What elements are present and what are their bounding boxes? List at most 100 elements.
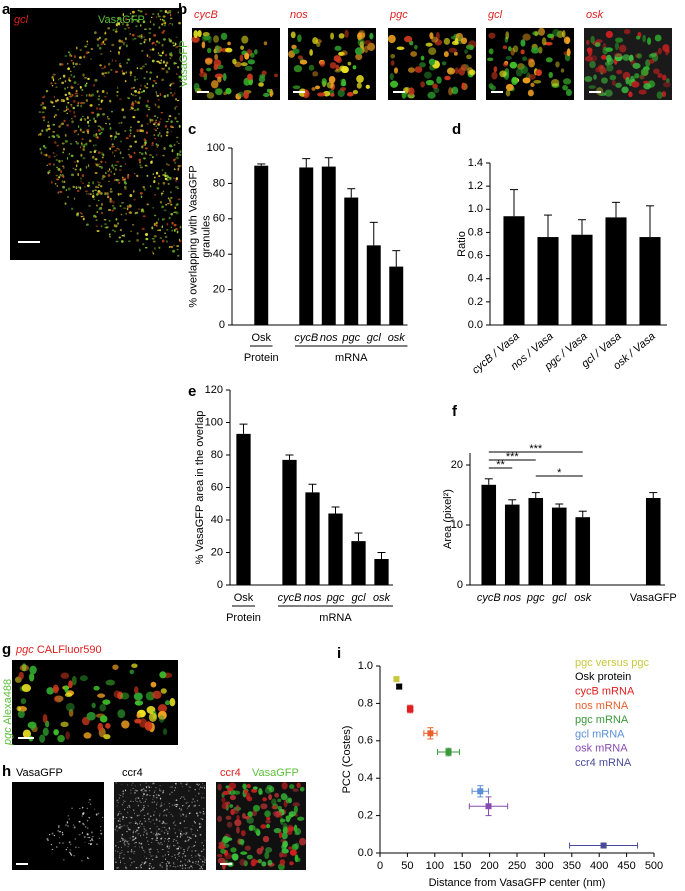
speckle bbox=[121, 108, 125, 112]
speckle bbox=[157, 134, 160, 137]
speckle bbox=[131, 663, 138, 669]
speckle bbox=[53, 695, 63, 703]
speckle bbox=[164, 10, 168, 14]
speckle bbox=[175, 136, 179, 139]
speckle bbox=[545, 57, 553, 63]
speckle bbox=[144, 246, 148, 249]
speckle bbox=[173, 143, 176, 147]
speckle bbox=[177, 853, 180, 855]
speckle bbox=[40, 151, 43, 155]
speckle bbox=[145, 782, 147, 784]
speckle bbox=[186, 782, 189, 784]
speckle bbox=[153, 34, 157, 37]
speckle bbox=[29, 721, 36, 731]
speckle bbox=[407, 67, 415, 73]
speckle bbox=[199, 786, 202, 788]
speckle bbox=[88, 799, 91, 801]
speckle bbox=[64, 93, 68, 96]
speckle bbox=[86, 184, 90, 188]
speckle bbox=[129, 669, 135, 675]
speckle bbox=[50, 180, 53, 184]
image-label: VasaGFP bbox=[98, 14, 145, 26]
image-label: gcl bbox=[14, 14, 29, 26]
speckle bbox=[148, 849, 150, 852]
speckle bbox=[156, 60, 160, 63]
speckle bbox=[648, 59, 655, 64]
speckle bbox=[198, 865, 201, 867]
speckle bbox=[76, 164, 78, 168]
speckle bbox=[86, 43, 89, 46]
speckle bbox=[174, 824, 177, 826]
speckle bbox=[147, 804, 149, 807]
speckle bbox=[134, 19, 137, 22]
speckle bbox=[171, 82, 175, 85]
speckle bbox=[73, 75, 76, 78]
legend-label: Osk protein bbox=[575, 671, 631, 683]
speckle bbox=[156, 75, 158, 79]
image-title: osk bbox=[586, 9, 604, 21]
speckle bbox=[54, 82, 57, 85]
speckle bbox=[97, 125, 101, 128]
speckle bbox=[156, 848, 158, 850]
speckle bbox=[41, 96, 45, 99]
speckle bbox=[129, 145, 133, 148]
speckle bbox=[119, 852, 121, 855]
speckle bbox=[39, 132, 42, 136]
speckle bbox=[150, 848, 152, 851]
speckle bbox=[187, 840, 189, 842]
speckle bbox=[95, 144, 97, 146]
speckle bbox=[148, 867, 151, 870]
speckle bbox=[146, 174, 149, 177]
speckle bbox=[81, 143, 84, 146]
speckle bbox=[160, 830, 163, 832]
speckle bbox=[111, 204, 115, 208]
speckle bbox=[63, 166, 65, 170]
speckle bbox=[613, 52, 623, 58]
speckle bbox=[225, 815, 232, 820]
speckle bbox=[126, 207, 129, 211]
speckle bbox=[107, 209, 112, 211]
speckle bbox=[119, 825, 121, 828]
speckle bbox=[79, 186, 82, 190]
speckle bbox=[153, 234, 157, 238]
speckle bbox=[138, 96, 141, 100]
speckle bbox=[213, 63, 218, 71]
speckle bbox=[199, 811, 201, 813]
point bbox=[427, 730, 434, 737]
bar bbox=[305, 492, 320, 585]
bar bbox=[366, 245, 381, 325]
speckle bbox=[614, 42, 620, 51]
speckle bbox=[207, 47, 212, 54]
speckle bbox=[258, 858, 263, 864]
speckle bbox=[40, 104, 43, 106]
speckle bbox=[197, 863, 199, 865]
speckle bbox=[92, 192, 95, 195]
speckle bbox=[167, 831, 169, 833]
speckle bbox=[118, 181, 121, 184]
speckle bbox=[165, 61, 169, 65]
speckle bbox=[129, 800, 132, 802]
speckle bbox=[146, 203, 150, 206]
bar bbox=[504, 504, 520, 585]
speckle bbox=[161, 168, 164, 172]
speckle bbox=[119, 820, 121, 822]
speckle bbox=[520, 65, 529, 74]
speckle bbox=[159, 9, 163, 12]
speckle bbox=[61, 831, 64, 834]
speckle bbox=[80, 215, 83, 218]
speckle bbox=[164, 21, 167, 25]
speckle bbox=[103, 734, 111, 740]
speckle bbox=[124, 79, 127, 83]
speckle bbox=[102, 699, 111, 705]
speckle bbox=[155, 803, 157, 806]
speckle bbox=[175, 98, 177, 101]
speckle bbox=[167, 197, 170, 200]
speckle bbox=[134, 822, 136, 825]
speckle bbox=[176, 842, 179, 844]
speckle bbox=[623, 28, 631, 35]
speckle bbox=[60, 123, 63, 126]
speckle bbox=[168, 216, 171, 220]
speckle bbox=[149, 827, 151, 830]
speckle bbox=[162, 60, 165, 64]
speckle bbox=[144, 28, 147, 30]
